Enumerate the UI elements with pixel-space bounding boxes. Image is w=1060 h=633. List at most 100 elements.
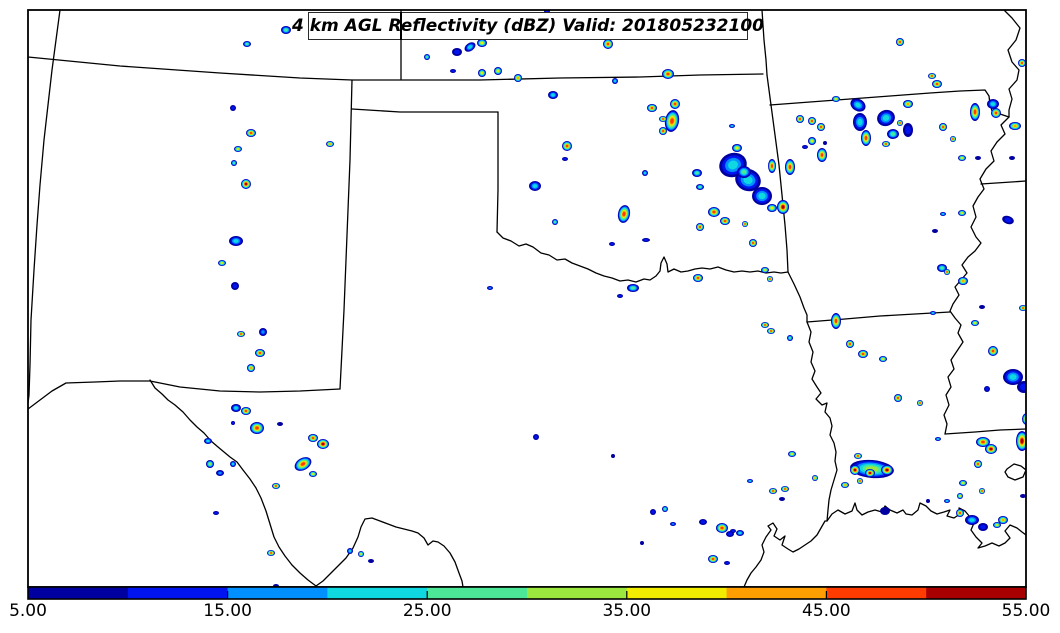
echo-blob — [944, 269, 950, 275]
echo-blob — [647, 104, 657, 112]
radar-echoes — [204, 10, 1026, 587]
echo-blob — [218, 260, 226, 266]
echo-blob — [736, 530, 744, 536]
echo-blob — [1002, 215, 1014, 225]
echo-blob — [737, 166, 751, 178]
echo-blob — [808, 137, 816, 145]
echo-blob — [957, 493, 963, 499]
colorbar — [27, 586, 1027, 600]
echo-blob — [958, 155, 966, 161]
echo-blob — [603, 39, 613, 49]
echo-blob — [903, 123, 913, 137]
echo-blob — [796, 115, 804, 123]
echo-blob — [917, 400, 923, 406]
echo-blob — [650, 509, 656, 515]
echo-blob — [1019, 305, 1026, 311]
echo-blob — [896, 38, 904, 46]
colorbar-tick-label: 45.00 — [802, 601, 851, 621]
echo-blob — [294, 457, 312, 471]
echo-blob — [956, 509, 964, 517]
echo-blob — [978, 523, 988, 531]
echo-blob — [882, 141, 890, 147]
echo-blob — [231, 404, 241, 412]
echo-blob — [277, 422, 283, 426]
echo-blob — [230, 105, 236, 111]
echo-blob — [529, 181, 541, 191]
echo-blob — [1009, 122, 1021, 130]
echo-blob — [1018, 59, 1026, 67]
echo-blob — [984, 386, 990, 392]
colorbar-segment — [327, 587, 428, 599]
echo-blob — [216, 470, 224, 476]
echo-blob — [991, 108, 1001, 118]
echo-blob — [976, 437, 990, 447]
border-newmexico-east-lon103 — [339, 79, 353, 390]
colorbar-segment — [28, 587, 129, 599]
echo-blob — [664, 110, 680, 132]
echo-blob — [424, 54, 430, 60]
echo-blob — [958, 277, 968, 285]
echo-blob — [857, 478, 863, 484]
echo-blob — [785, 159, 795, 175]
echo-blob — [958, 210, 966, 216]
echo-blob — [347, 548, 353, 554]
echo-blob — [808, 117, 816, 125]
echo-blob — [267, 550, 275, 556]
colorbar-segment — [427, 587, 528, 599]
echo-blob — [708, 555, 718, 563]
border-arkansas-louisiana-lat33 — [806, 311, 951, 323]
echo-blob — [975, 156, 981, 160]
echo-blob — [752, 187, 772, 205]
echo-blob — [932, 80, 942, 88]
echo-blob — [940, 212, 946, 216]
echo-blob — [281, 26, 291, 34]
colorbar-segment — [826, 587, 927, 599]
echo-blob — [831, 313, 841, 329]
echo-blob — [514, 74, 522, 82]
echo-blob — [477, 39, 487, 47]
echo-blob — [231, 160, 237, 166]
echo-blob — [662, 69, 674, 79]
border-texas-panhandle-east-lon100 — [496, 111, 499, 233]
echo-blob — [850, 98, 866, 112]
echo-blob — [787, 335, 793, 341]
echo-blob — [241, 179, 251, 189]
echo-blob — [944, 499, 950, 503]
echo-blob — [987, 99, 999, 109]
echo-blob — [726, 531, 734, 537]
echo-blob — [998, 516, 1008, 524]
echo-blob — [928, 73, 936, 79]
echo-blob — [696, 184, 704, 190]
echo-blob — [699, 519, 707, 525]
colorbar-frame — [27, 586, 1027, 600]
echo-blob — [781, 486, 789, 492]
echo-blob — [985, 444, 997, 454]
border-rio-grande — [149, 379, 464, 587]
echo-blob — [247, 364, 255, 372]
echo-blob — [939, 123, 947, 131]
colorbar-tick-label: 5.00 — [9, 601, 47, 621]
colorbar-segment — [527, 587, 628, 599]
echo-blob — [777, 200, 789, 214]
echo-blob — [243, 41, 251, 47]
colorbar-segment — [127, 587, 229, 599]
echo-blob — [767, 276, 773, 282]
echo-blob — [879, 356, 887, 362]
echo-blob — [950, 136, 956, 142]
echo-blob — [670, 99, 680, 109]
echo-blob — [548, 91, 558, 99]
echo-blob — [749, 239, 757, 247]
echo-blob — [693, 274, 703, 282]
border-texas-arkansas — [787, 271, 808, 323]
echo-blob — [255, 349, 265, 357]
echo-blob — [935, 437, 941, 441]
echo-blob — [887, 129, 899, 139]
border-mississippi-river — [943, 10, 1021, 435]
plot-title-box: 4 km AGL Reflectivity (dBZ) Valid: 20180… — [292, 12, 764, 40]
echo-blob — [865, 469, 875, 477]
echo-blob — [659, 127, 667, 135]
echo-blob — [552, 219, 558, 225]
echo-blob — [692, 169, 702, 177]
border-newmexico-west — [28, 10, 61, 404]
